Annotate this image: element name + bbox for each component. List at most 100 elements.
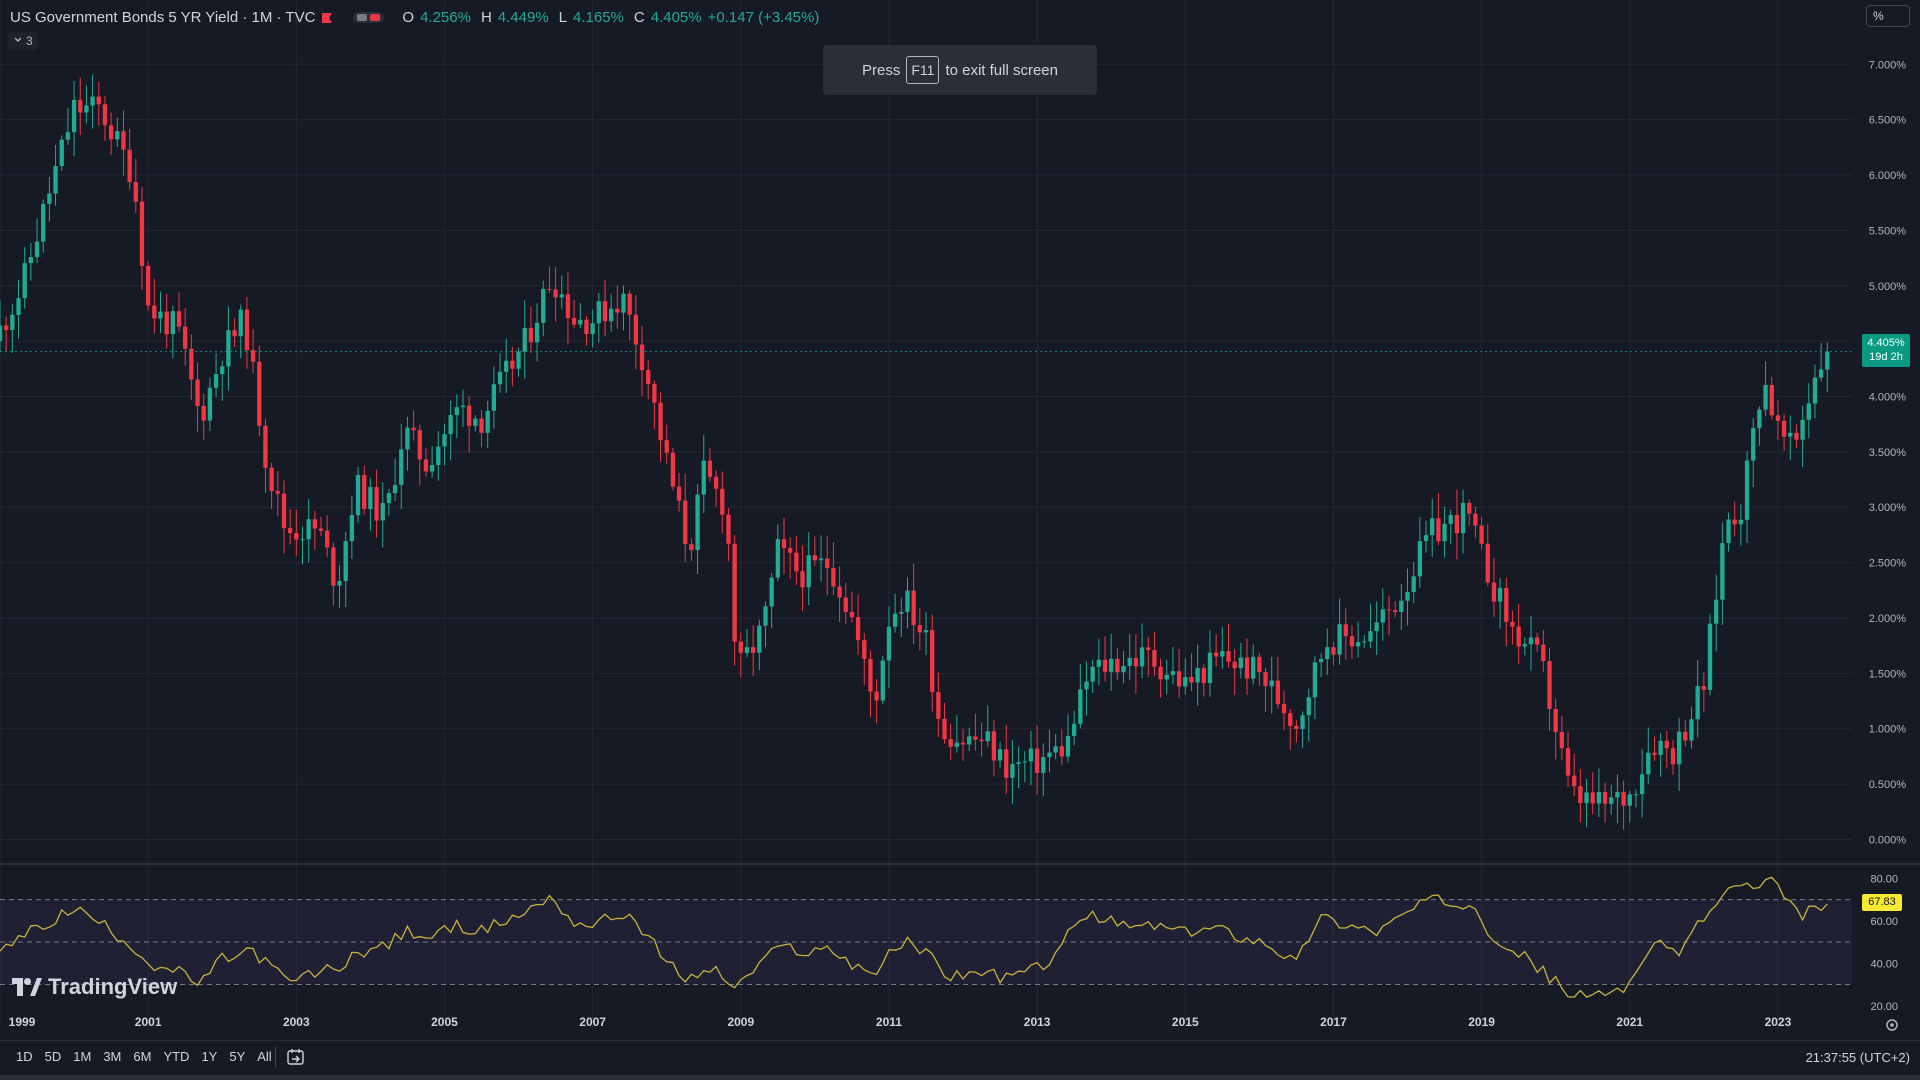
timeframe-5y[interactable]: 5Y (229, 1049, 246, 1064)
candle-body (1096, 659, 1102, 667)
candle-body (213, 374, 219, 388)
candle-body (602, 301, 608, 322)
candle-body (300, 539, 305, 541)
candle-body (1757, 409, 1762, 429)
symbol-title[interactable]: US Government Bonds 5 YR Yield · 1M · TV… (10, 8, 316, 26)
candle-body (1386, 609, 1392, 611)
clock[interactable]: 21:37:55 (UTC+2) (1805, 1050, 1910, 1065)
candle-body (368, 487, 373, 510)
price-tick-label: 3.500% (1869, 447, 1907, 459)
candle-body (818, 558, 824, 561)
candle-body (133, 182, 138, 202)
candle-body (207, 387, 213, 421)
rsi-line (0, 876, 1828, 998)
time-tick-label: 1999 (9, 1015, 36, 1029)
candle-body (1071, 723, 1077, 737)
candle-body (1775, 415, 1781, 421)
candle-body (1176, 671, 1182, 687)
percent-scale-button[interactable]: % (1866, 5, 1910, 27)
candle-body (985, 731, 990, 742)
candle-body (1300, 715, 1305, 730)
bottom-strip (0, 1075, 1920, 1080)
candle-body (1059, 746, 1064, 757)
timeframe-all[interactable]: All (257, 1049, 272, 1064)
tradingview-logo[interactable]: TradingView (12, 974, 177, 1000)
candle-body (936, 692, 941, 719)
timeframe-6m[interactable]: 6M (133, 1049, 152, 1064)
candle-body (71, 99, 77, 133)
flag-icon[interactable] (321, 11, 333, 23)
candle-body (1485, 543, 1490, 583)
time-tick-label: 2021 (1616, 1015, 1643, 1029)
candle-body (1423, 535, 1429, 542)
candle-body (1331, 647, 1336, 655)
candle-body (325, 530, 330, 548)
candle-body (1652, 752, 1657, 755)
timeframe-ytd[interactable]: YTD (163, 1049, 190, 1064)
candle-body (991, 731, 997, 761)
candle-body (1479, 525, 1484, 544)
candle-body (720, 488, 725, 515)
candle-body (849, 612, 855, 618)
candle-body (1343, 624, 1348, 637)
candle-body (504, 360, 509, 372)
candle-body (997, 749, 1003, 761)
candle-body (923, 630, 929, 633)
rsi-value-badge: 67.83 (1862, 894, 1902, 911)
candle-body (1738, 519, 1744, 525)
time-axis[interactable]: 1999 2001 2003 2005 2007 2009 2011 2013 2015 2017… (9, 1015, 1792, 1029)
candle-body (652, 384, 657, 403)
grid-lines (0, 0, 1852, 1030)
candle-body (16, 298, 21, 315)
candle-body (1818, 369, 1824, 378)
candle-body (1800, 419, 1805, 440)
candle-body (541, 288, 546, 323)
change-value: +0.147 (+3.45%) (707, 8, 820, 26)
time-tick-label: 2009 (727, 1015, 754, 1029)
candle-body (1170, 671, 1176, 675)
candle-body (108, 125, 114, 140)
low-label: L (558, 8, 568, 26)
candle-body (1201, 668, 1206, 684)
candle-body (343, 541, 348, 582)
candle-body (158, 311, 163, 319)
price-tick-label: 1.500% (1869, 668, 1907, 680)
candle-body (1213, 652, 1219, 657)
candle-body (1251, 656, 1256, 679)
candle-body (269, 467, 274, 492)
timeframe-1d[interactable]: 1D (16, 1049, 33, 1064)
timeframe-5d[interactable]: 5D (44, 1049, 62, 1064)
candle-body (553, 289, 558, 298)
candle-body (794, 552, 799, 572)
settings-gear-icon[interactable] (1884, 1017, 1900, 1033)
candle-body (152, 305, 157, 319)
rsi-pane (0, 876, 1852, 998)
timeframe-buttons: 1D 5D 1M 3M 6M YTD 1Y 5Y All (10, 1049, 278, 1064)
timeframe-1y[interactable]: 1Y (201, 1049, 218, 1064)
candle-body (1473, 513, 1478, 526)
candle-body (571, 318, 577, 325)
visibility-toggle[interactable] (353, 11, 385, 23)
candle-body (843, 597, 848, 613)
candle-body (1220, 651, 1225, 657)
candle-body (534, 322, 540, 343)
candle-body (1325, 647, 1330, 660)
timeframe-3m[interactable]: 3M (103, 1049, 122, 1064)
rsi-axis[interactable]: 20.00 40.00 60.00 80.00 (1870, 873, 1898, 1012)
candle-body (1658, 740, 1663, 755)
candle-body (664, 440, 669, 453)
time-tick-label: 2003 (283, 1015, 310, 1029)
indicators-collapse-button[interactable]: 3 (8, 32, 38, 50)
candle-body (312, 519, 318, 529)
candle-body (1621, 792, 1626, 806)
candle-body (831, 568, 836, 587)
time-tick-label: 2013 (1024, 1015, 1051, 1029)
rsi-tick-label: 60.00 (1870, 916, 1898, 928)
go-to-date-icon[interactable] (286, 1047, 306, 1067)
candle-body (1794, 432, 1799, 440)
timeframe-1m[interactable]: 1M (73, 1049, 92, 1064)
candle-body (257, 361, 262, 426)
rsi-band (0, 899, 1852, 985)
price-axis[interactable]: 0.000% 0.500% 1.000% 1.500% 2.000% 2.500% 3.00… (1869, 59, 1907, 846)
